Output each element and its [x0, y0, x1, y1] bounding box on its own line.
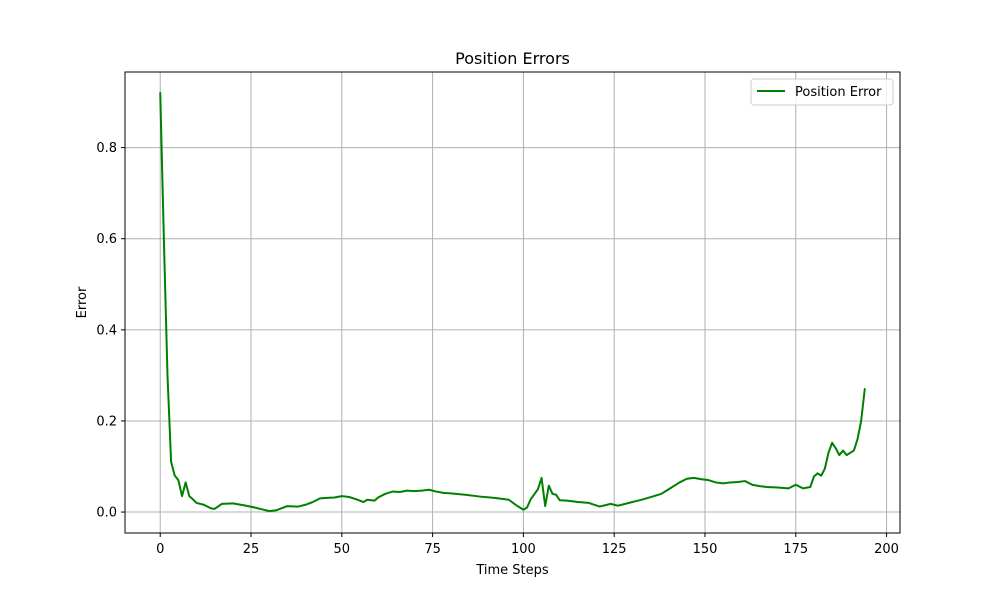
y-axis-label: Error [75, 286, 90, 318]
x-axis: 0 25 50 75 100 125 150 175 200 [156, 533, 899, 557]
y-axis: 0.0 0.2 0.4 0.6 0.8 [96, 141, 125, 521]
x-tick-label: 175 [783, 542, 808, 557]
y-tick-label: 0.0 [96, 506, 117, 521]
legend-box [750, 78, 894, 106]
y-tick-label: 0.8 [96, 141, 117, 156]
x-tick-label: 50 [334, 542, 351, 557]
x-tick-label: 25 [243, 542, 260, 557]
y-tick-label: 0.4 [96, 323, 117, 338]
series-line-0 [159, 91, 866, 513]
plot-frame [124, 71, 901, 534]
x-axis-label: Time Steps [475, 563, 549, 578]
legend-label: Position Error [795, 85, 882, 100]
chart-title: Position Errors [455, 49, 570, 68]
x-tick-label: 125 [602, 542, 627, 557]
series-layer [159, 91, 866, 513]
legend: Position Error [750, 78, 894, 106]
grid [125, 72, 900, 533]
x-tick-label: 150 [693, 542, 718, 557]
x-tick-label: 200 [874, 542, 899, 557]
x-tick-label: 75 [424, 542, 441, 557]
plot-area [125, 72, 900, 533]
x-tick-label: 0 [156, 542, 164, 557]
x-tick-label: 100 [511, 542, 536, 557]
y-tick-label: 0.6 [96, 232, 117, 247]
y-tick-label: 0.2 [96, 414, 117, 429]
